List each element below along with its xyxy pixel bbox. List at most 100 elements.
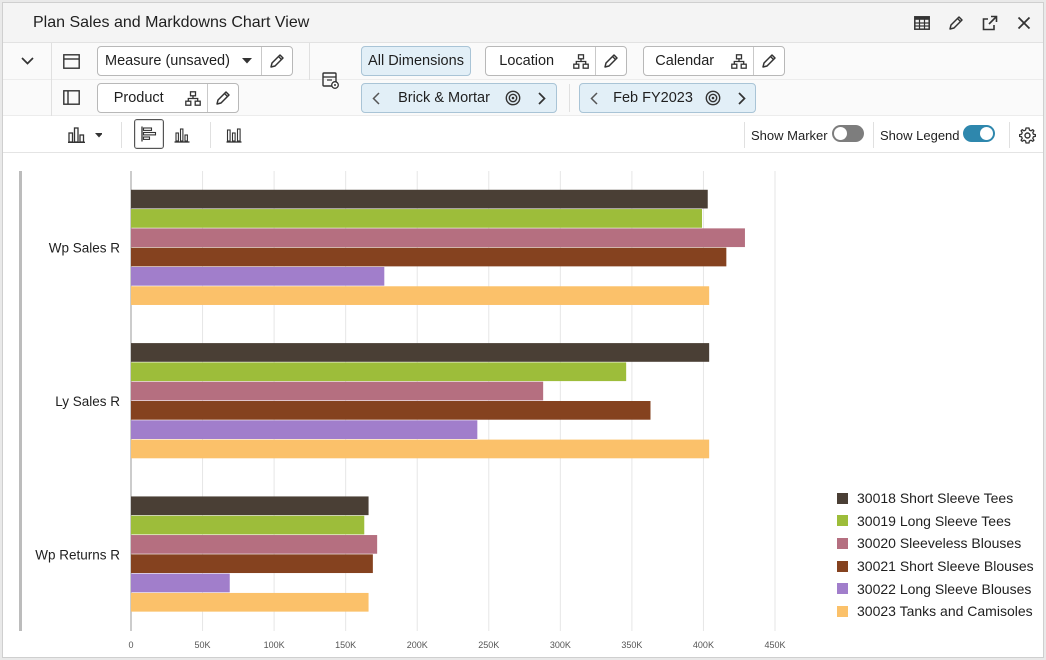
measure-edit-pencil-icon[interactable]	[262, 47, 292, 75]
legend-label: 30021 Short Sleeve Blouses	[857, 558, 1034, 575]
calendar-edit-pencil-icon[interactable]	[754, 47, 784, 75]
caret-down-icon[interactable]	[233, 47, 261, 75]
toolbar-row-dimensions: Product Brick & Mortar	[3, 72, 1043, 116]
window-title: Plan Sales and Markdowns Chart View	[33, 14, 310, 31]
location-prev-chevron-icon[interactable]	[362, 84, 390, 112]
legend-item[interactable]: 30018 Short Sleeve Tees	[837, 487, 1034, 510]
segment-divider	[207, 84, 209, 112]
toolbar-row-measures: Measure (unsaved) All Dimensions Locatio…	[3, 43, 1043, 116]
legend-swatch	[837, 515, 848, 527]
segment-divider	[595, 47, 597, 75]
legend-item[interactable]: 30019 Long Sleeve Tees	[837, 510, 1034, 533]
toolbar-divider	[309, 43, 310, 116]
x-tick-label: 350K	[621, 640, 642, 650]
bar	[131, 515, 365, 535]
category-label: Wp Returns R	[35, 547, 120, 562]
calendar-prev-chevron-icon[interactable]	[580, 84, 608, 112]
chart-options-bar	[3, 116, 1043, 153]
bar	[131, 286, 710, 305]
toolbar-divider	[1009, 122, 1010, 148]
legend-swatch	[837, 537, 848, 549]
legend-item[interactable]: 30020 Sleeveless Blouses	[837, 532, 1034, 555]
layout-rows-icon[interactable]	[62, 53, 80, 69]
target-icon[interactable]	[698, 84, 728, 112]
grouped-bar-chart-icon[interactable]	[225, 126, 243, 144]
x-tick-label: 200K	[407, 640, 428, 650]
show-legend-toggle[interactable]	[963, 125, 995, 142]
product-edit-pencil-icon[interactable]	[208, 84, 238, 112]
horizontal-bar-chart-icon[interactable]	[134, 119, 164, 149]
location-value-navigator[interactable]: Brick & Mortar	[361, 83, 557, 113]
bar	[131, 554, 373, 574]
toolbar-divider	[121, 122, 122, 148]
bar	[131, 420, 478, 439]
legend-item[interactable]: 30023 Tanks and Camisoles	[837, 600, 1034, 623]
bar	[131, 228, 745, 248]
chart-type-dropdown[interactable]	[67, 127, 103, 143]
bar	[131, 266, 385, 286]
legend-item[interactable]: 30021 Short Sleeve Blouses	[837, 555, 1034, 578]
show-marker-toggle[interactable]	[832, 125, 864, 142]
table-view-icon[interactable]	[912, 13, 932, 33]
product-label: Product	[113, 90, 164, 106]
category-label: Ly Sales R	[55, 394, 120, 409]
hierarchy-icon[interactable]	[725, 47, 753, 75]
bar	[131, 535, 378, 554]
bar	[131, 592, 369, 612]
location-next-chevron-icon[interactable]	[528, 84, 556, 112]
chart-legend: 30018 Short Sleeve Tees 30019 Long Sleeve…	[837, 487, 1034, 623]
legend-label: 30020 Sleeveless Blouses	[857, 535, 1022, 552]
layout-columns-icon[interactable]	[62, 89, 80, 105]
toolbar-divider	[210, 122, 211, 148]
all-dimensions-label: All Dimensions	[368, 53, 464, 69]
toolbar-divider	[569, 84, 570, 112]
legend-swatch	[837, 492, 848, 504]
legend-label: 30022 Long Sleeve Blouses	[857, 580, 1032, 597]
x-tick-label: 50K	[195, 640, 211, 650]
all-dimensions-button[interactable]: All Dimensions	[361, 46, 471, 76]
toggle-knob	[834, 127, 847, 140]
expand-icon[interactable]	[980, 13, 1000, 33]
legend-label: 30023 Tanks and Camisoles	[857, 603, 1033, 620]
x-tick-label: 400K	[693, 640, 714, 650]
category-label: Wp Sales R	[49, 241, 121, 256]
calendar-label: Calendar	[655, 53, 715, 69]
bar	[131, 381, 544, 401]
settings-gear-icon[interactable]	[1018, 126, 1036, 144]
show-marker-label: Show Marker	[751, 128, 828, 143]
calendar-dimension-selector[interactable]: Calendar	[643, 46, 785, 76]
filter-dimensions-icon[interactable]	[321, 71, 341, 91]
title-bar: Plan Sales and Markdowns Chart View	[3, 3, 1043, 43]
legend-item[interactable]: 30022 Long Sleeve Blouses	[837, 577, 1034, 600]
bar	[131, 209, 703, 228]
x-tick-label: 100K	[264, 640, 285, 650]
location-edit-pencil-icon[interactable]	[596, 47, 626, 75]
chart-resize-handle[interactable]	[19, 171, 22, 631]
close-icon[interactable]	[1014, 13, 1034, 33]
bar	[131, 343, 710, 362]
calendar-value-navigator[interactable]: Feb FY2023	[579, 83, 756, 113]
segment-divider	[261, 47, 262, 75]
hierarchy-icon[interactable]	[179, 84, 207, 112]
chart-area: 0 50K 100K 150K 200K 250K 300K 350K 400K 450K Wp S…	[3, 153, 1043, 657]
bar	[131, 247, 727, 267]
bar-chart: 0 50K 100K 150K 200K 250K 300K 350K 400K 450K Wp S…	[35, 171, 786, 650]
measure-selector[interactable]: Measure (unsaved)	[97, 46, 293, 76]
hierarchy-icon[interactable]	[567, 47, 595, 75]
toolbar-divider	[51, 43, 52, 80]
product-dimension-selector[interactable]: Product	[97, 83, 239, 113]
calendar-next-chevron-icon[interactable]	[728, 84, 755, 112]
calendar-value: Feb FY2023	[613, 90, 693, 106]
vertical-bar-chart-icon[interactable]	[173, 126, 191, 144]
bar	[131, 573, 230, 593]
measure-label: Measure (unsaved)	[105, 53, 230, 69]
target-icon[interactable]	[498, 84, 528, 112]
location-dimension-selector[interactable]: Location	[485, 46, 627, 76]
segment-divider	[753, 47, 755, 75]
bar	[131, 439, 710, 459]
toggle-knob	[980, 127, 993, 140]
collapse-chevron-icon[interactable]	[19, 53, 35, 69]
edit-pencil-icon[interactable]	[946, 13, 966, 33]
toolbar-divider	[744, 122, 745, 148]
